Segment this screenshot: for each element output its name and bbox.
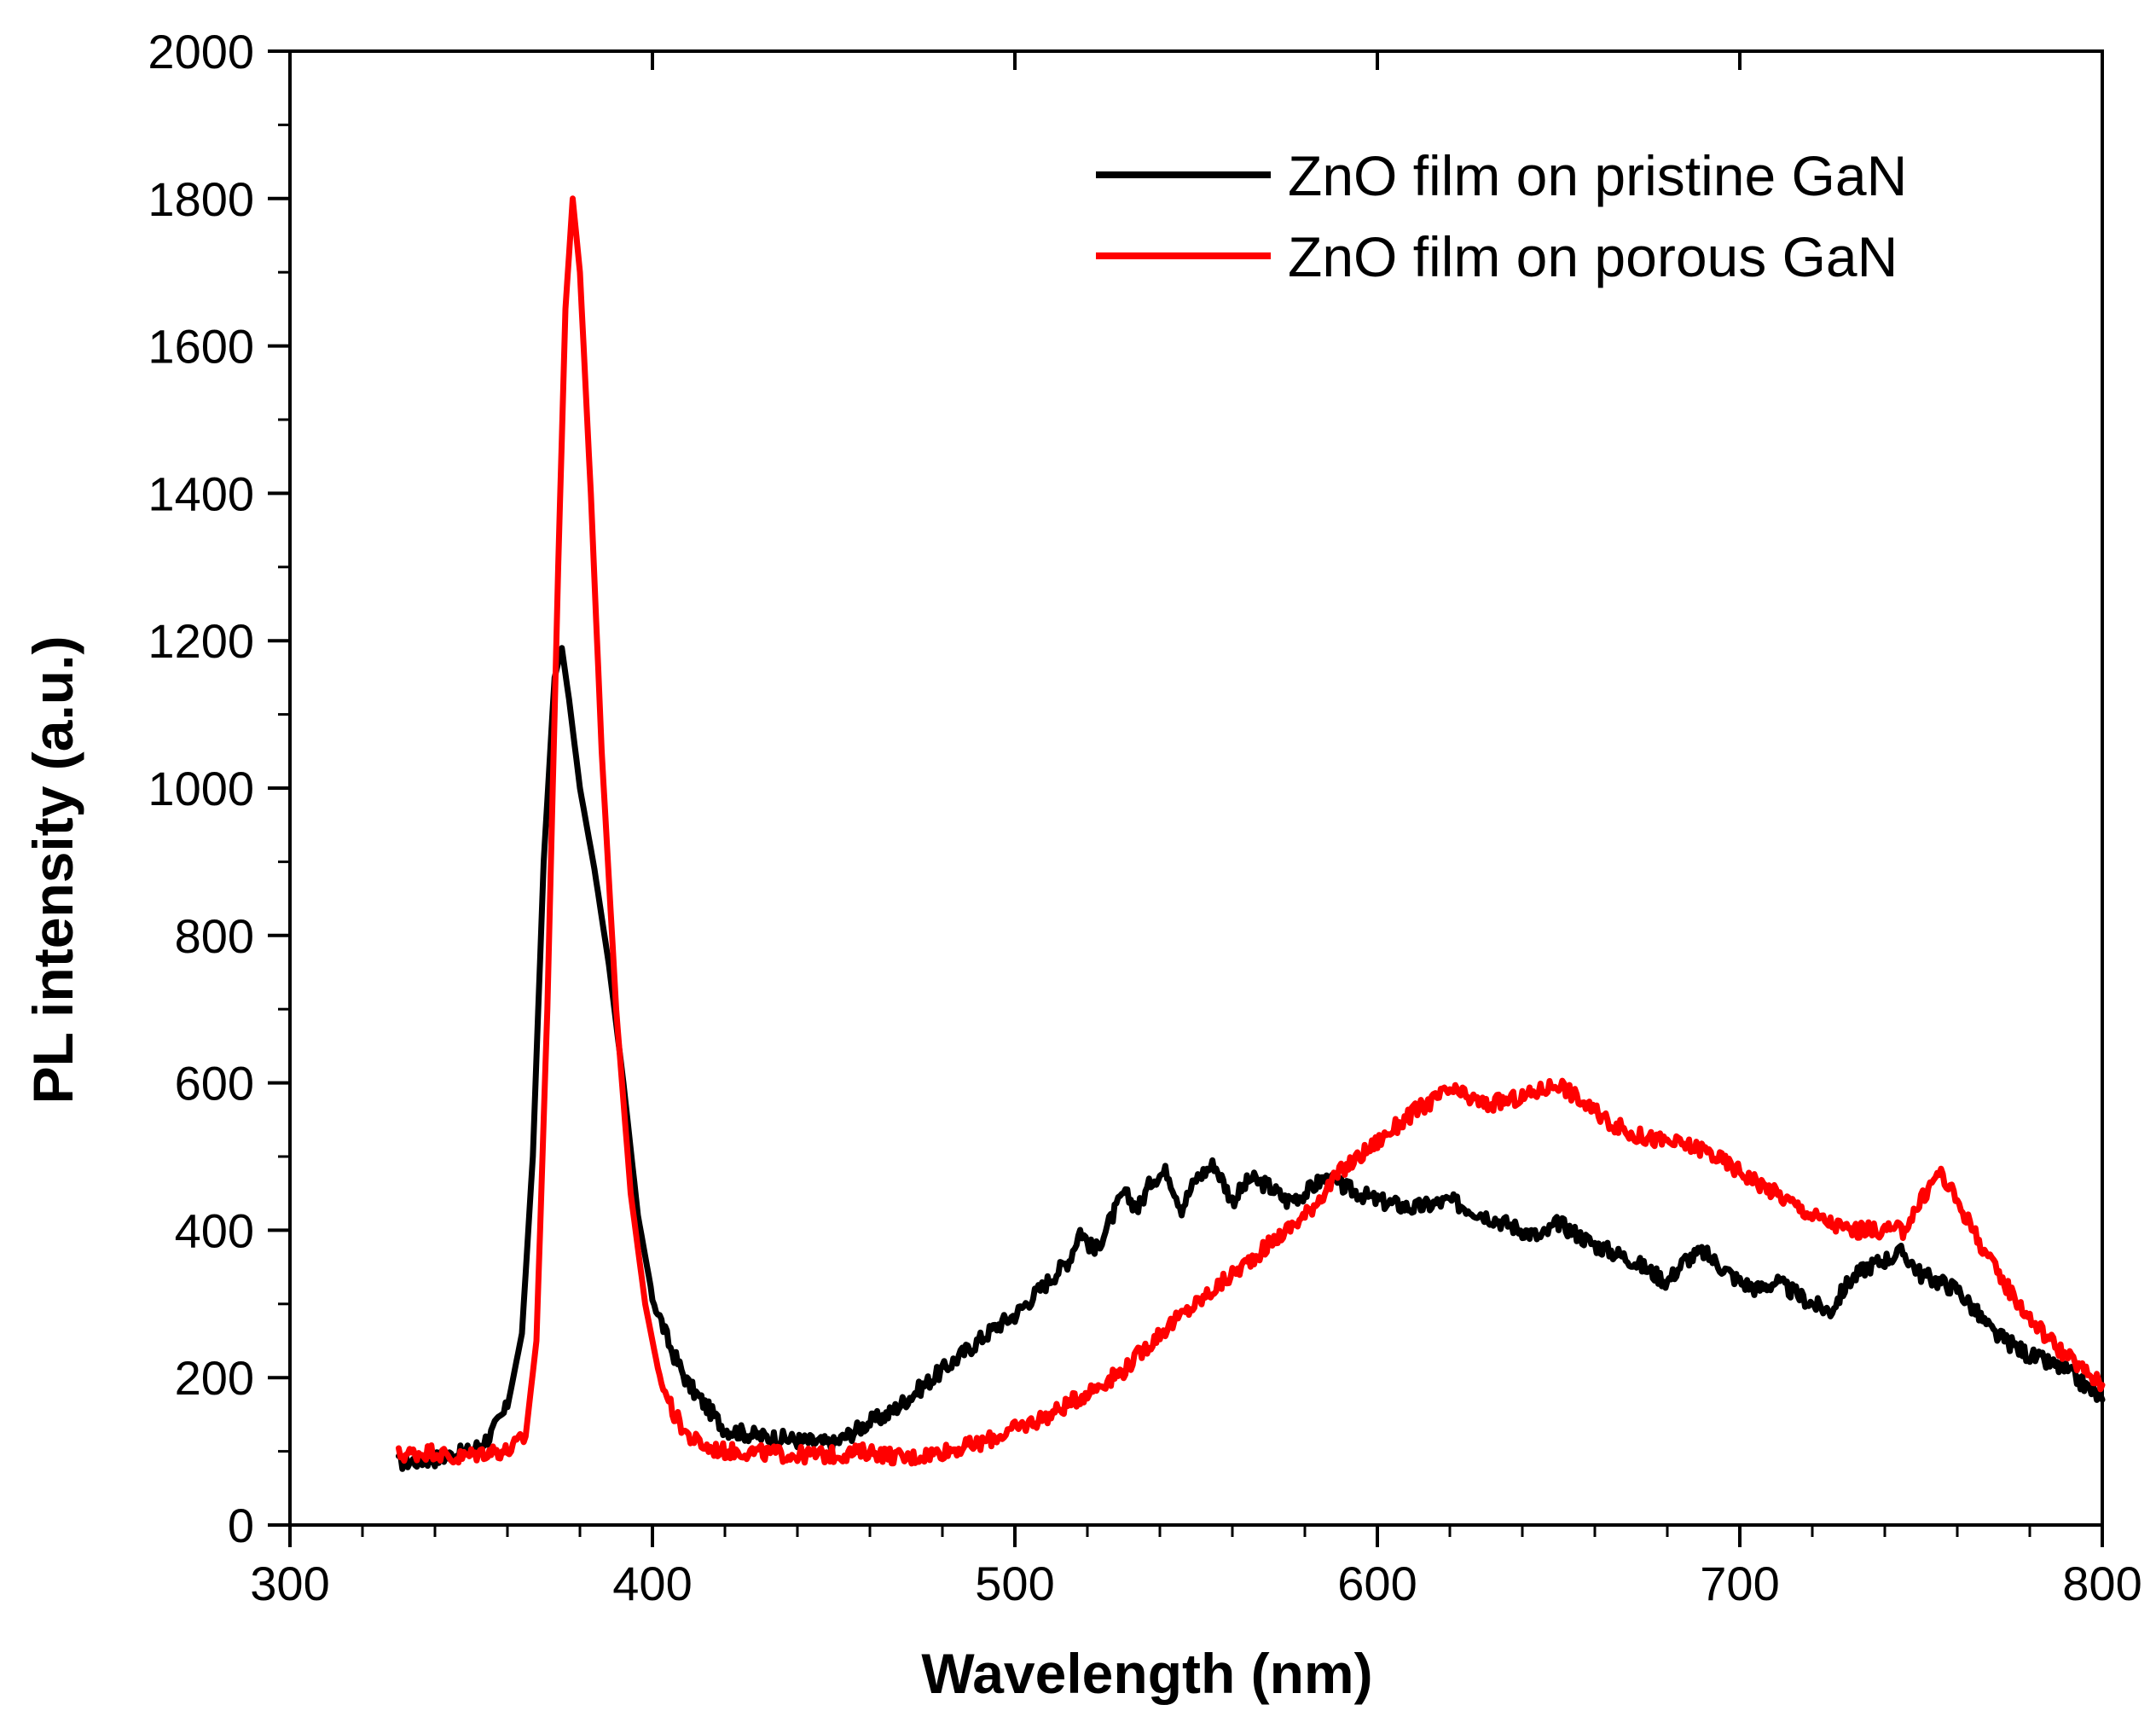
y-tick-label: 1000 — [148, 762, 254, 815]
x-tick-label: 800 — [2062, 1557, 2142, 1610]
y-tick-label: 1600 — [148, 320, 254, 374]
legend: ZnO film on pristine GaN ZnO film on poro… — [1096, 144, 1907, 288]
y-tick-label: 0 — [228, 1499, 254, 1552]
y-tick-label: 1200 — [148, 614, 254, 668]
y-tick-label: 400 — [175, 1203, 254, 1257]
y-tick-label: 2000 — [148, 25, 254, 78]
y-tick-label: 800 — [175, 909, 254, 963]
x-tick-label: 300 — [250, 1557, 329, 1610]
series-layer — [396, 195, 2106, 1472]
legend-label: ZnO film on pristine GaN — [1288, 144, 1907, 207]
y-tick-label: 1800 — [148, 172, 254, 226]
x-tick-label: 500 — [975, 1557, 1054, 1610]
axes-group: 300 400 500 600 700 800 0 200 400 600 800 1000 1200 1… — [148, 25, 2142, 1610]
y-axis-title: PL intensity (a.u.) — [21, 636, 84, 1105]
series-line-porous-gan — [396, 195, 2106, 1467]
y-tick-label: 200 — [175, 1351, 254, 1405]
x-axis-title: Wavelength (nm) — [921, 1642, 1372, 1705]
x-tick-label: 600 — [1337, 1557, 1417, 1610]
legend-label: ZnO film on porous GaN — [1288, 225, 1898, 288]
x-tick-label: 400 — [612, 1557, 692, 1610]
series-line-pristine-gan — [396, 645, 2106, 1472]
x-tick-label: 700 — [1700, 1557, 1779, 1610]
y-tick-label: 1400 — [148, 467, 254, 520]
y-tick-label: 600 — [175, 1057, 254, 1110]
